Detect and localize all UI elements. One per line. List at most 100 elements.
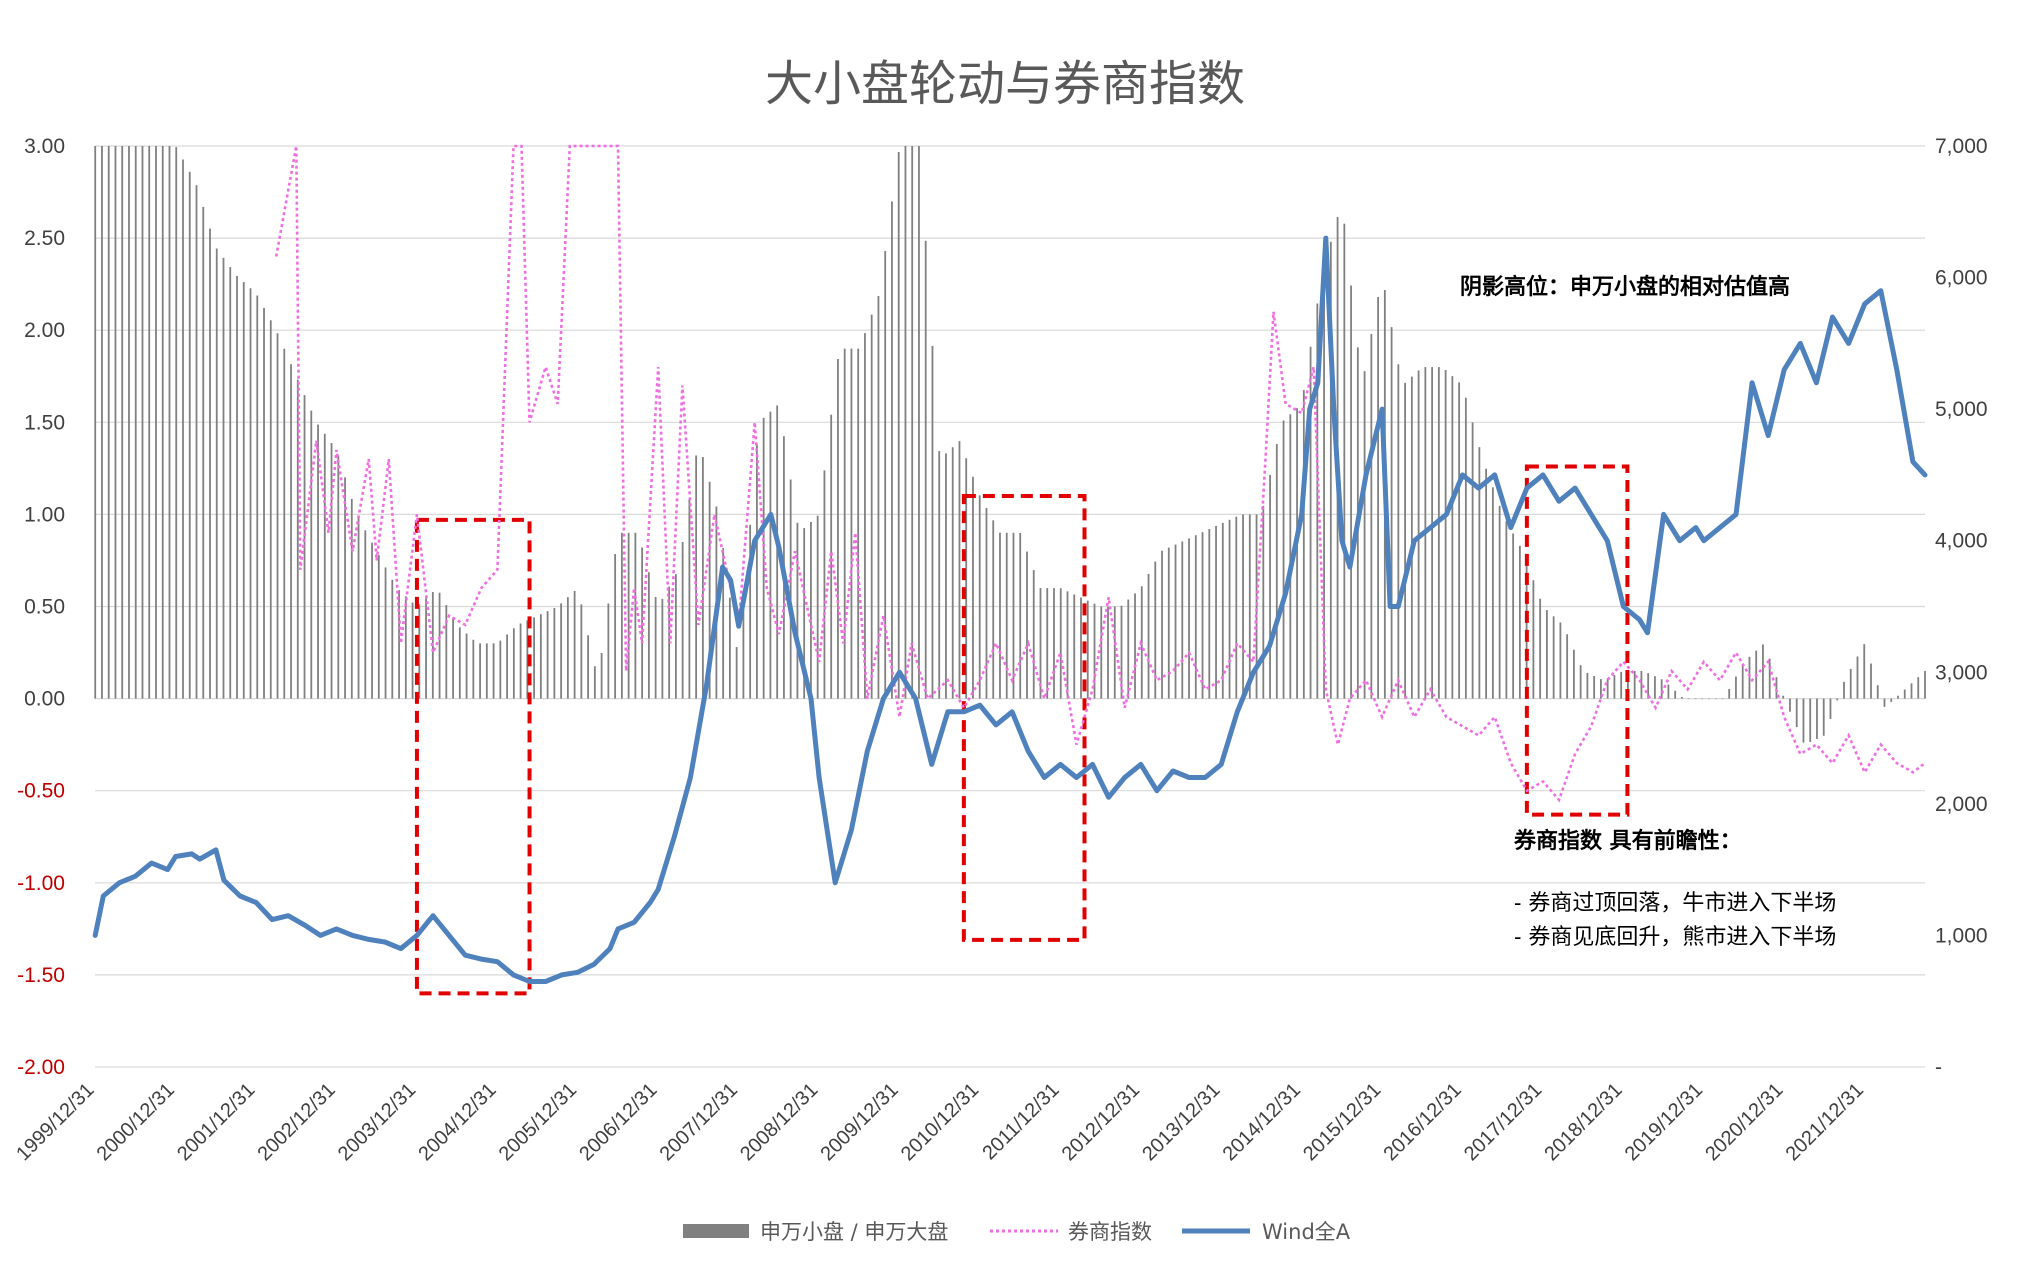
bar bbox=[1302, 390, 1305, 699]
bar bbox=[1464, 397, 1467, 699]
right-tick-label: - bbox=[1935, 1056, 1942, 1079]
bar bbox=[263, 307, 265, 699]
bar bbox=[789, 479, 792, 699]
bar bbox=[1471, 422, 1474, 699]
bar bbox=[1215, 525, 1217, 699]
x-tick-label: 1999/12/31 bbox=[12, 1079, 98, 1165]
left-tick-label: 0.00 bbox=[24, 688, 65, 711]
bar bbox=[978, 495, 981, 699]
chart-title: 大小盘轮动与券商指数 bbox=[765, 56, 1245, 112]
bar bbox=[519, 623, 522, 699]
bar bbox=[1876, 685, 1879, 699]
bar bbox=[654, 596, 657, 699]
bar bbox=[249, 288, 252, 699]
bar bbox=[377, 555, 380, 699]
bar bbox=[1485, 468, 1488, 699]
bar bbox=[1167, 547, 1170, 699]
bar bbox=[1397, 364, 1400, 699]
right-tick-label: 3,000 bbox=[1935, 661, 1988, 684]
x-tick-label: 2015/12/31 bbox=[1299, 1079, 1385, 1165]
bar bbox=[904, 146, 907, 699]
bar bbox=[1924, 670, 1926, 699]
bar bbox=[1721, 698, 1724, 700]
bar bbox=[735, 647, 738, 699]
highlight-boxes bbox=[414, 464, 1630, 996]
bar bbox=[539, 614, 542, 699]
bar bbox=[985, 507, 988, 699]
bar bbox=[607, 603, 610, 699]
bar bbox=[1802, 698, 1805, 743]
left-tick-label: -0.50 bbox=[17, 780, 65, 803]
bar bbox=[1316, 303, 1319, 699]
bar bbox=[215, 248, 218, 699]
bar bbox=[1046, 588, 1049, 699]
bar bbox=[938, 451, 941, 699]
bar bbox=[1572, 649, 1575, 699]
bar bbox=[404, 596, 407, 699]
left-tick-label: -1.00 bbox=[17, 872, 65, 895]
bar bbox=[492, 643, 495, 699]
bar bbox=[992, 520, 995, 699]
bar bbox=[1120, 605, 1123, 699]
bar bbox=[168, 146, 171, 699]
right-tick-label: 4,000 bbox=[1935, 530, 1988, 553]
bar bbox=[803, 528, 806, 699]
bar bbox=[1728, 688, 1731, 699]
legend-label-bar: 申万小盘 / 申万大盘 bbox=[760, 1220, 948, 1244]
bar bbox=[1762, 644, 1764, 699]
bar bbox=[485, 643, 488, 699]
bar bbox=[1194, 535, 1197, 699]
bar bbox=[1890, 698, 1893, 702]
bar bbox=[1255, 514, 1258, 699]
bar bbox=[627, 532, 630, 699]
bar bbox=[1289, 414, 1292, 699]
left-tick-label: 3.00 bbox=[24, 135, 65, 158]
annotation-shaded-high: 阴影高位：申万小盘的相对估值高 bbox=[1460, 274, 1790, 300]
bar bbox=[837, 359, 839, 699]
bar bbox=[1363, 371, 1366, 699]
bar bbox=[553, 608, 556, 699]
bar bbox=[1741, 664, 1744, 699]
bar bbox=[1708, 698, 1710, 700]
bar bbox=[870, 314, 873, 699]
bar bbox=[1059, 588, 1062, 699]
bar bbox=[1404, 382, 1406, 699]
left-tick-label: -1.50 bbox=[17, 964, 65, 987]
bar bbox=[897, 151, 900, 699]
bar bbox=[1275, 444, 1278, 699]
bar bbox=[1451, 376, 1454, 699]
bar bbox=[418, 604, 421, 699]
bar bbox=[1559, 622, 1562, 699]
bar bbox=[1012, 532, 1015, 699]
bar bbox=[94, 146, 97, 699]
bar bbox=[1437, 367, 1440, 699]
bar bbox=[384, 567, 387, 699]
bar bbox=[1647, 673, 1650, 699]
line-series-wind-all-a bbox=[92, 235, 1928, 984]
bar bbox=[296, 379, 299, 699]
bar bbox=[499, 640, 502, 699]
bar bbox=[614, 554, 617, 699]
bar bbox=[222, 257, 225, 699]
bar bbox=[1883, 698, 1886, 707]
bar bbox=[1694, 698, 1697, 700]
left-tick-label: 1.00 bbox=[24, 503, 65, 526]
bar bbox=[1026, 551, 1028, 699]
bar bbox=[1613, 675, 1616, 699]
bar bbox=[445, 605, 448, 699]
bar bbox=[161, 146, 164, 699]
bar bbox=[1849, 668, 1852, 699]
highlight-box bbox=[961, 493, 1087, 942]
bar bbox=[701, 457, 704, 699]
bar bbox=[1296, 408, 1298, 699]
bar bbox=[965, 458, 968, 699]
bar bbox=[350, 498, 353, 699]
bar bbox=[1113, 606, 1116, 699]
bar bbox=[209, 228, 211, 699]
bar bbox=[371, 542, 373, 699]
bar bbox=[951, 447, 954, 699]
bar bbox=[1235, 516, 1238, 699]
bar bbox=[1505, 521, 1508, 699]
bar bbox=[1161, 550, 1163, 699]
